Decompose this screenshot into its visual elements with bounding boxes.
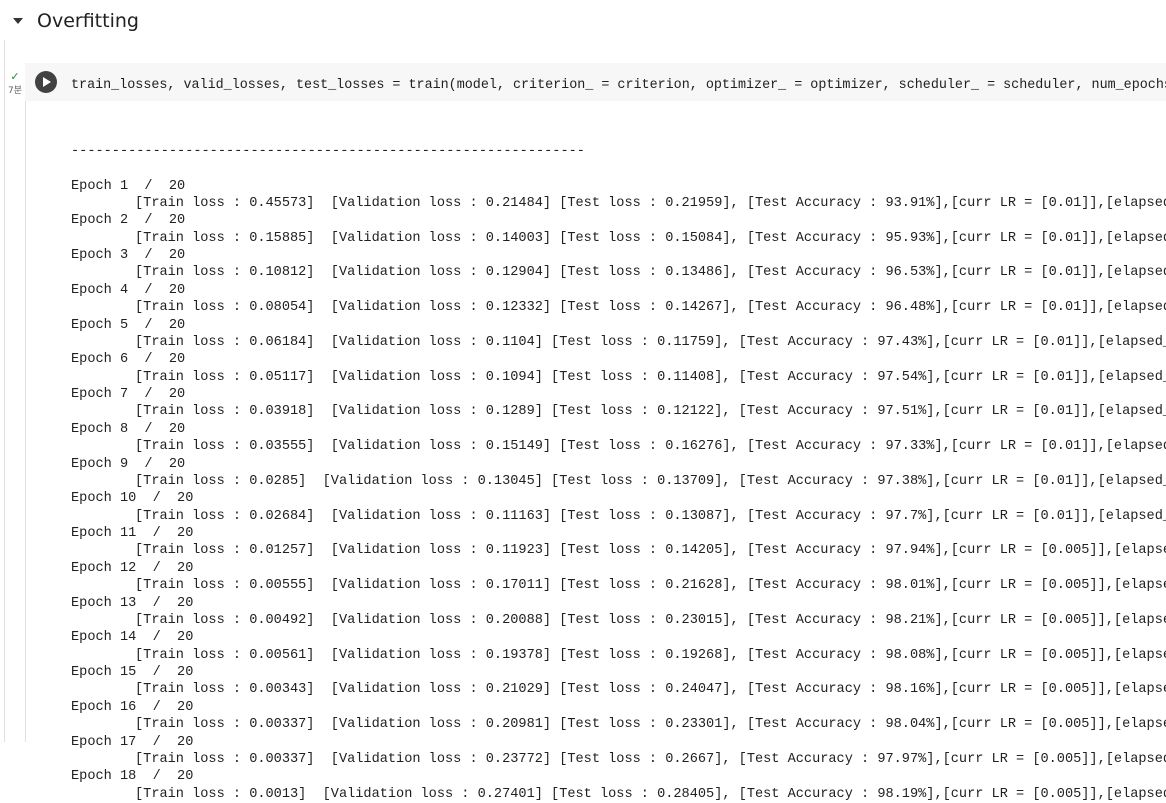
run-button[interactable]	[35, 71, 57, 93]
log-line: [Train loss : 0.05117] [Validation loss …	[135, 369, 1166, 385]
log-line: [Train loss : 0.01257] [Validation loss …	[135, 543, 1166, 559]
epoch-line: Epoch 13 / 20	[71, 595, 194, 611]
exec-time: 7분	[7, 86, 22, 96]
epoch-line: Epoch 9 / 20	[71, 456, 186, 472]
epoch-line: Epoch 16 / 20	[71, 699, 194, 715]
epoch-line: Epoch 18 / 20	[71, 769, 194, 785]
epoch-line: Epoch 1 / 20	[71, 178, 186, 194]
log-line: [Train loss : 0.15885] [Validation loss …	[135, 230, 1166, 246]
section-border	[4, 40, 5, 742]
log-line: [Train loss : 0.00555] [Validation loss …	[135, 578, 1166, 594]
section-title: Overfitting	[37, 10, 139, 32]
epoch-line: Epoch 14 / 20	[71, 630, 194, 646]
log-line: [Train loss : 0.00561] [Validation loss …	[135, 647, 1166, 663]
separator: ----------------------------------------…	[71, 143, 585, 159]
notebook: Overfitting ✓ 7분 train_losses, valid_loss…	[4, 6, 1166, 802]
epoch-line: Epoch 12 / 20	[71, 560, 194, 576]
epoch-line: Epoch 3 / 20	[71, 248, 186, 263]
collapse-toggle[interactable]	[13, 18, 23, 24]
epoch-line: Epoch 11 / 20	[71, 526, 194, 541]
code-text: train_losses, valid_losses, test_losses …	[71, 78, 1166, 93]
log-line: [Train loss : 0.00337] [Validation loss …	[135, 751, 1166, 767]
epoch-line: Epoch 5 / 20	[71, 317, 186, 333]
log-line: [Train loss : 0.00492] [Validation loss …	[135, 612, 1166, 628]
epoch-line: Epoch 15 / 20	[71, 665, 194, 680]
cell-output: ----------------------------------------…	[71, 108, 1166, 803]
log-line: [Train loss : 0.03555] [Validation loss …	[135, 439, 1166, 455]
output-border	[25, 101, 26, 742]
epoch-line: Epoch 4 / 20	[71, 282, 186, 298]
epoch-line: Epoch 2 / 20	[71, 213, 186, 229]
log-line: [Train loss : 0.00337] [Validation loss …	[135, 717, 1166, 733]
log-line: [Train loss : 0.00343] [Validation loss …	[135, 682, 1166, 698]
log-line: [Train loss : 0.45573] [Validation loss …	[135, 195, 1166, 211]
code-cell[interactable]	[25, 63, 1166, 101]
epoch-line: Epoch 10 / 20	[71, 491, 194, 507]
cell-status: ✓ 7분	[6, 70, 24, 96]
log-line: [Train loss : 0.03918] [Validation loss …	[135, 404, 1166, 420]
code-line[interactable]: train_losses, valid_losses, test_losses …	[71, 72, 1166, 93]
log-line: [Train loss : 0.06184] [Validation loss …	[135, 334, 1166, 350]
log-line: [Train loss : 0.10812] [Validation loss …	[135, 265, 1166, 281]
log-line: [Train loss : 0.02684] [Validation loss …	[135, 508, 1166, 524]
check-icon: ✓	[10, 70, 20, 83]
log-line: [Train loss : 0.08054] [Validation loss …	[135, 300, 1166, 316]
epoch-line: Epoch 17 / 20	[71, 734, 194, 750]
epoch-line: Epoch 8 / 20	[71, 421, 186, 437]
epoch-line: Epoch 6 / 20	[71, 352, 186, 368]
log-line: [Train loss : 0.0013] [Validation loss :…	[135, 786, 1166, 802]
log-line: [Train loss : 0.0285] [Validation loss :…	[135, 473, 1166, 489]
section-header[interactable]: Overfitting	[10, 6, 139, 36]
epoch-line: Epoch 7 / 20	[71, 387, 186, 402]
